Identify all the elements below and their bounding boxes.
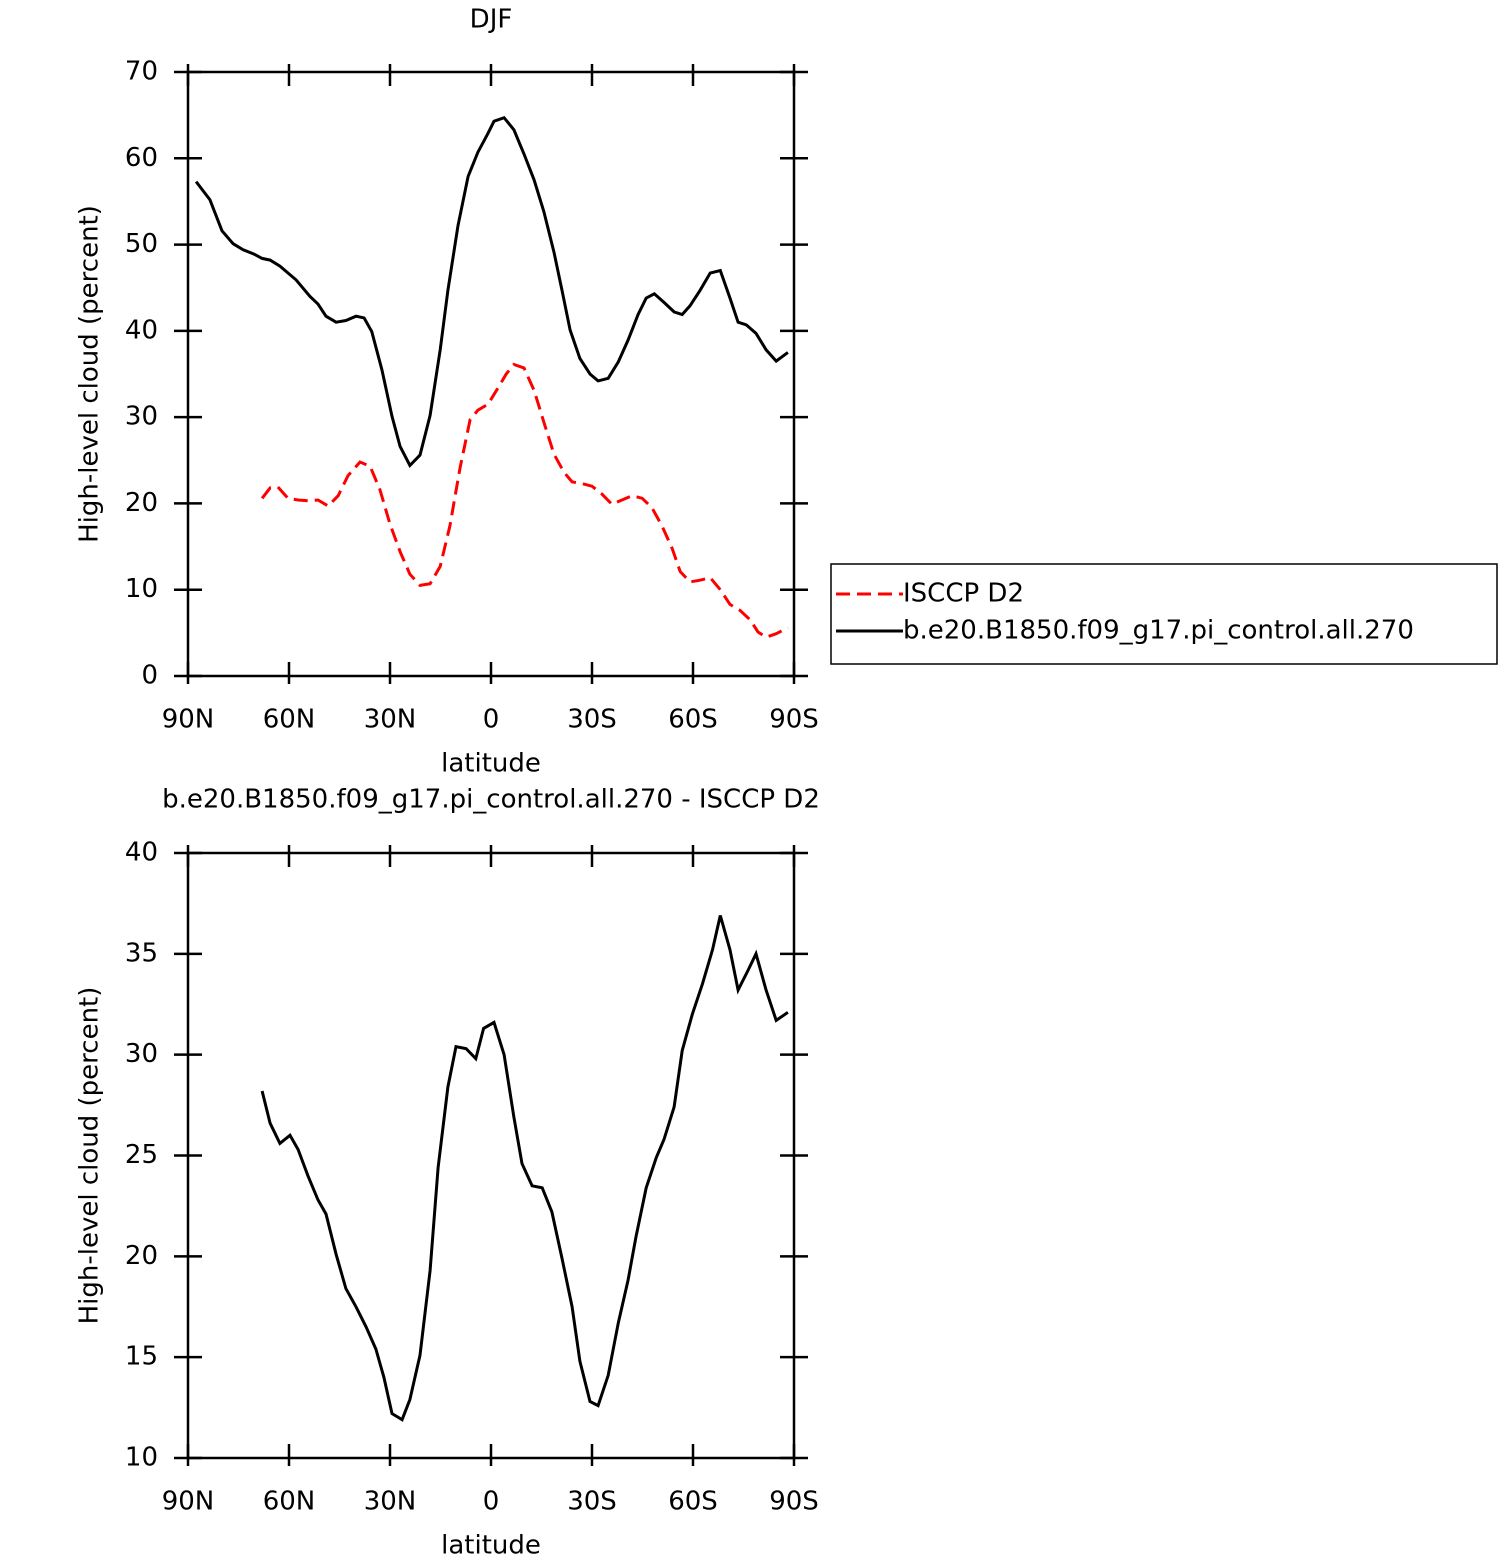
x-tick-label: 60N [263, 1487, 316, 1517]
y-tick-label: 20 [125, 1241, 158, 1271]
y-tick-label: 30 [125, 402, 158, 432]
x-tick-label: 90N [162, 705, 215, 735]
x-tick-label: 30S [567, 705, 617, 735]
y-tick-label: 25 [125, 1140, 158, 1170]
x-tick-label: 30N [364, 1487, 417, 1517]
y-tick-label: 50 [125, 229, 158, 259]
y-tick-label: 70 [125, 57, 158, 87]
chart-title: b.e20.B1850.f09_g17.pi_control.all.270 -… [162, 785, 820, 815]
legend-box [830, 563, 1498, 665]
legend-label: b.e20.B1850.f09_g17.pi_control.all.270 [903, 616, 1414, 646]
y-axis-label: High-level cloud (percent) [75, 205, 105, 543]
plot-frame [186, 851, 796, 1460]
plot-frame [186, 70, 796, 678]
x-tick-label: 30N [364, 705, 417, 735]
y-tick-label: 40 [125, 838, 158, 868]
y-tick-label: 10 [125, 1443, 158, 1473]
y-tick-label: 20 [125, 488, 158, 518]
data-line [194, 115, 789, 469]
y-tick-label: 35 [125, 938, 158, 968]
x-tick-label: 30S [567, 1487, 617, 1517]
x-tick-label: 60N [263, 705, 316, 735]
x-tick-label: 60S [668, 1487, 718, 1517]
y-tick-label: 60 [125, 143, 158, 173]
data-line [260, 362, 789, 639]
x-tick-label: 90N [162, 1487, 215, 1517]
y-tick-label: 30 [125, 1039, 158, 1069]
x-tick-label: 90S [769, 1487, 819, 1517]
x-tick-label: 90S [769, 705, 819, 735]
y-tick-label: 0 [141, 661, 158, 691]
y-axis-label: High-level cloud (percent) [75, 987, 105, 1325]
x-tick-label: 0 [483, 1487, 500, 1517]
y-tick-label: 15 [125, 1342, 158, 1372]
y-tick-label: 10 [125, 574, 158, 604]
y-tick-label: 40 [125, 315, 158, 345]
x-tick-label: 60S [668, 705, 718, 735]
chart-title: DJF [470, 5, 513, 35]
x-tick-label: 0 [483, 705, 500, 735]
x-axis-label: latitude [441, 1531, 541, 1561]
legend-label: ISCCP D2 [903, 579, 1024, 609]
x-axis-label: latitude [441, 749, 541, 779]
data-line [260, 915, 789, 1422]
